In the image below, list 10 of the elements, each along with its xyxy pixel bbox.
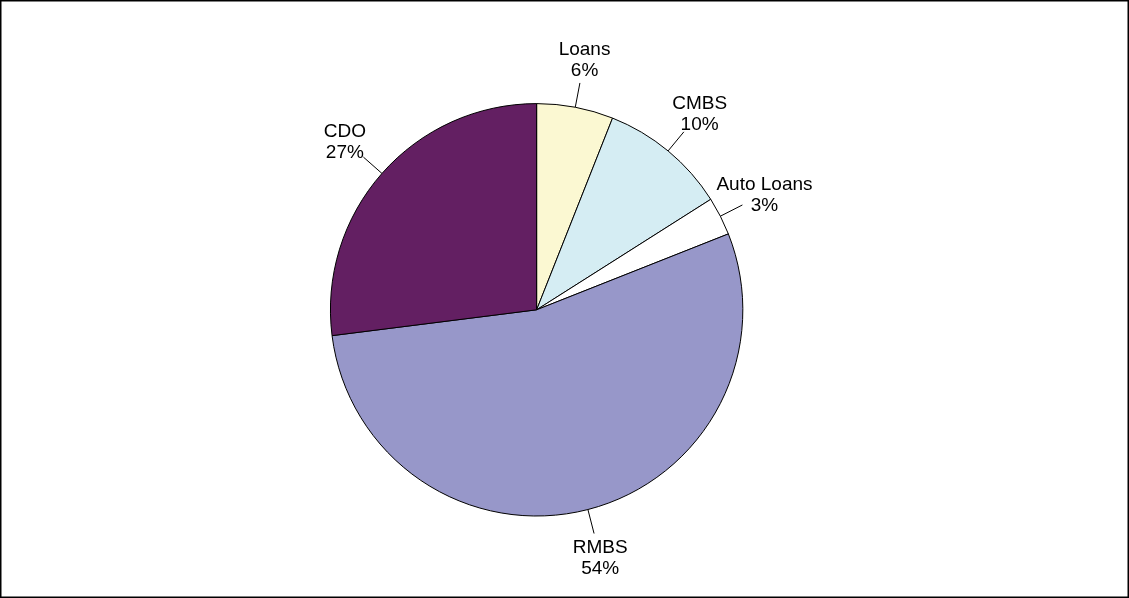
slice-label: CMBS [672,91,728,113]
data-label: 54% [581,557,620,579]
data-label: 10% [680,112,719,134]
data-label: 27% [325,140,364,162]
data-label: 3% [750,193,779,215]
slice-label: CDO [323,119,366,141]
slice-label: Loans [558,37,611,59]
data-label: 6% [570,58,599,80]
slice-label: RMBS [572,536,628,558]
slice-label: Auto Loans [716,172,813,194]
